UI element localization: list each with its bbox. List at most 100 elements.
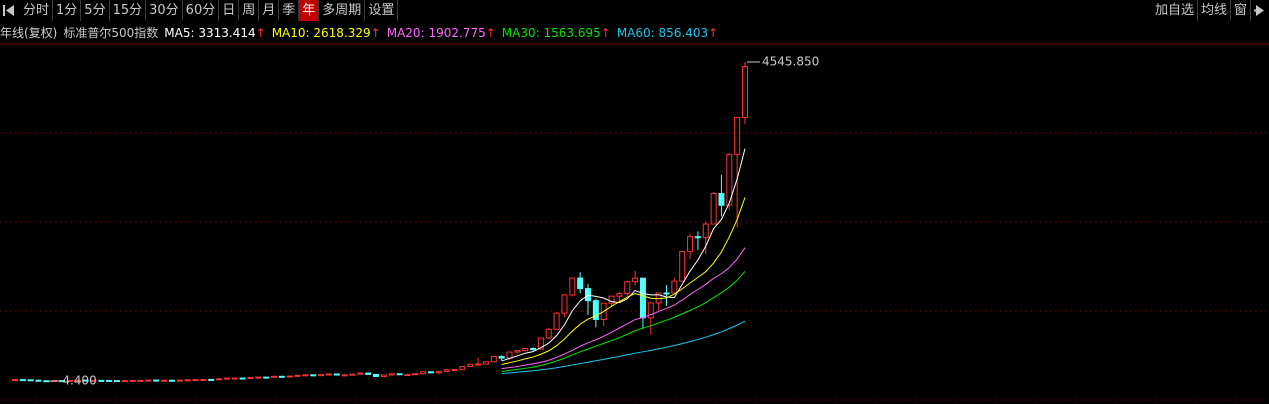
prev-icon[interactable] <box>0 0 20 21</box>
candle-body <box>490 355 497 363</box>
candle-body <box>349 373 356 376</box>
candle-body <box>569 277 576 296</box>
candle-body <box>66 379 73 382</box>
candle-body <box>726 153 733 206</box>
candle-body <box>11 379 18 382</box>
candle-body <box>694 236 701 239</box>
candle-body <box>412 373 419 376</box>
candle-body <box>671 280 678 294</box>
legend-entry: MA30 1563.695↑ <box>502 24 611 42</box>
candle-body <box>475 363 482 366</box>
legend-value: 856.403 <box>658 26 709 40</box>
candle-body <box>718 193 725 206</box>
ma-line <box>501 197 746 365</box>
candle-body <box>687 236 694 252</box>
candle-body <box>592 300 599 321</box>
candle-body <box>121 380 128 383</box>
candle-body <box>325 373 332 376</box>
tool-button[interactable]: 均线 <box>1198 0 1231 21</box>
legend-name: MA30 <box>502 26 540 40</box>
instrument-name: 标准普尔500指数 <box>63 26 159 40</box>
legend-value: 3313.414 <box>198 26 256 40</box>
candle-body <box>537 337 544 350</box>
period-button[interactable]: 季 <box>279 0 300 21</box>
candle-body <box>443 369 450 372</box>
candle-body <box>632 277 639 283</box>
candle-body <box>223 377 230 380</box>
candle-body <box>278 375 285 378</box>
candle-body <box>522 348 529 352</box>
candle-body <box>608 295 615 304</box>
trend-mark: ↑ <box>255 26 266 40</box>
candle-body <box>184 379 191 382</box>
period-button[interactable]: 30分 <box>146 0 183 21</box>
period-label: 年线(复权) <box>0 26 58 40</box>
period-button[interactable]: 5分 <box>81 0 110 21</box>
candle-body <box>451 369 458 372</box>
candle-body <box>161 379 168 382</box>
candle-body <box>294 374 301 377</box>
candle-body <box>310 374 317 377</box>
candle-body <box>19 379 26 382</box>
candle-body <box>459 365 466 371</box>
candle-body <box>616 293 623 297</box>
candle-body <box>137 379 144 382</box>
candle-body <box>428 371 434 374</box>
period-button[interactable]: 1分 <box>53 0 82 21</box>
candle-body <box>545 328 552 339</box>
candle-body <box>90 379 97 382</box>
period-button[interactable]: 60分 <box>183 0 220 21</box>
period-button[interactable]: 多周期 <box>319 0 366 21</box>
candle-body <box>734 116 741 155</box>
ma-line <box>501 271 746 372</box>
candle-body <box>639 277 646 319</box>
candle-body <box>35 379 42 382</box>
legend-name: MA5 <box>164 26 194 40</box>
candle-body <box>530 348 537 351</box>
candle-body <box>365 372 372 375</box>
toolbar-right: 加自选 均线窗 <box>1152 0 1269 21</box>
candle-body <box>553 312 560 330</box>
candle-body <box>74 379 81 382</box>
period-button[interactable]: 月 <box>259 0 280 21</box>
candle-body <box>255 376 262 379</box>
legend-value: 2618.329 <box>313 26 371 40</box>
next-icon[interactable] <box>1251 0 1269 21</box>
candle-body <box>129 379 136 382</box>
period-button[interactable]: 年 <box>299 0 320 21</box>
candle-body <box>679 250 686 282</box>
candle-body <box>318 374 325 377</box>
candle-body <box>514 350 521 353</box>
candle-body <box>82 379 89 382</box>
legend-name: MA60 <box>617 26 655 40</box>
legend: 年线(复权) 标准普尔500指数 MA5 3313.414↑MA10 2618.… <box>0 24 718 42</box>
candle-body <box>341 374 348 377</box>
toolbar: 分时 1分 5分 15分 30分 60分日周月季年多周期 设置 <box>0 0 1269 21</box>
candle-body <box>153 379 160 382</box>
period-button[interactable]: 设置 <box>365 0 399 21</box>
candle-body <box>373 373 380 377</box>
candle-body <box>168 379 175 382</box>
period-button[interactable]: 分时 <box>20 0 54 21</box>
legend-name: MA10 <box>272 26 310 40</box>
period-button[interactable]: 周 <box>239 0 260 21</box>
candle-body <box>702 223 709 239</box>
candle-body <box>98 379 105 382</box>
candle-body <box>498 355 505 359</box>
tool-button[interactable]: 加自选 <box>1152 0 1198 21</box>
candle-body <box>467 363 474 367</box>
trend-mark: ↑ <box>370 26 381 40</box>
candle-body <box>145 379 152 382</box>
trend-mark: ↑ <box>600 26 611 40</box>
period-button[interactable]: 日 <box>219 0 240 21</box>
candle-body <box>302 374 309 377</box>
candle-body <box>176 379 183 382</box>
candle-body <box>742 66 748 118</box>
tool-button[interactable]: 窗 <box>1231 0 1251 21</box>
period-button[interactable]: 15分 <box>110 0 147 21</box>
candle-body <box>396 373 403 376</box>
candle-body <box>192 379 199 382</box>
candle-body <box>710 193 717 225</box>
candle-body <box>380 374 387 377</box>
